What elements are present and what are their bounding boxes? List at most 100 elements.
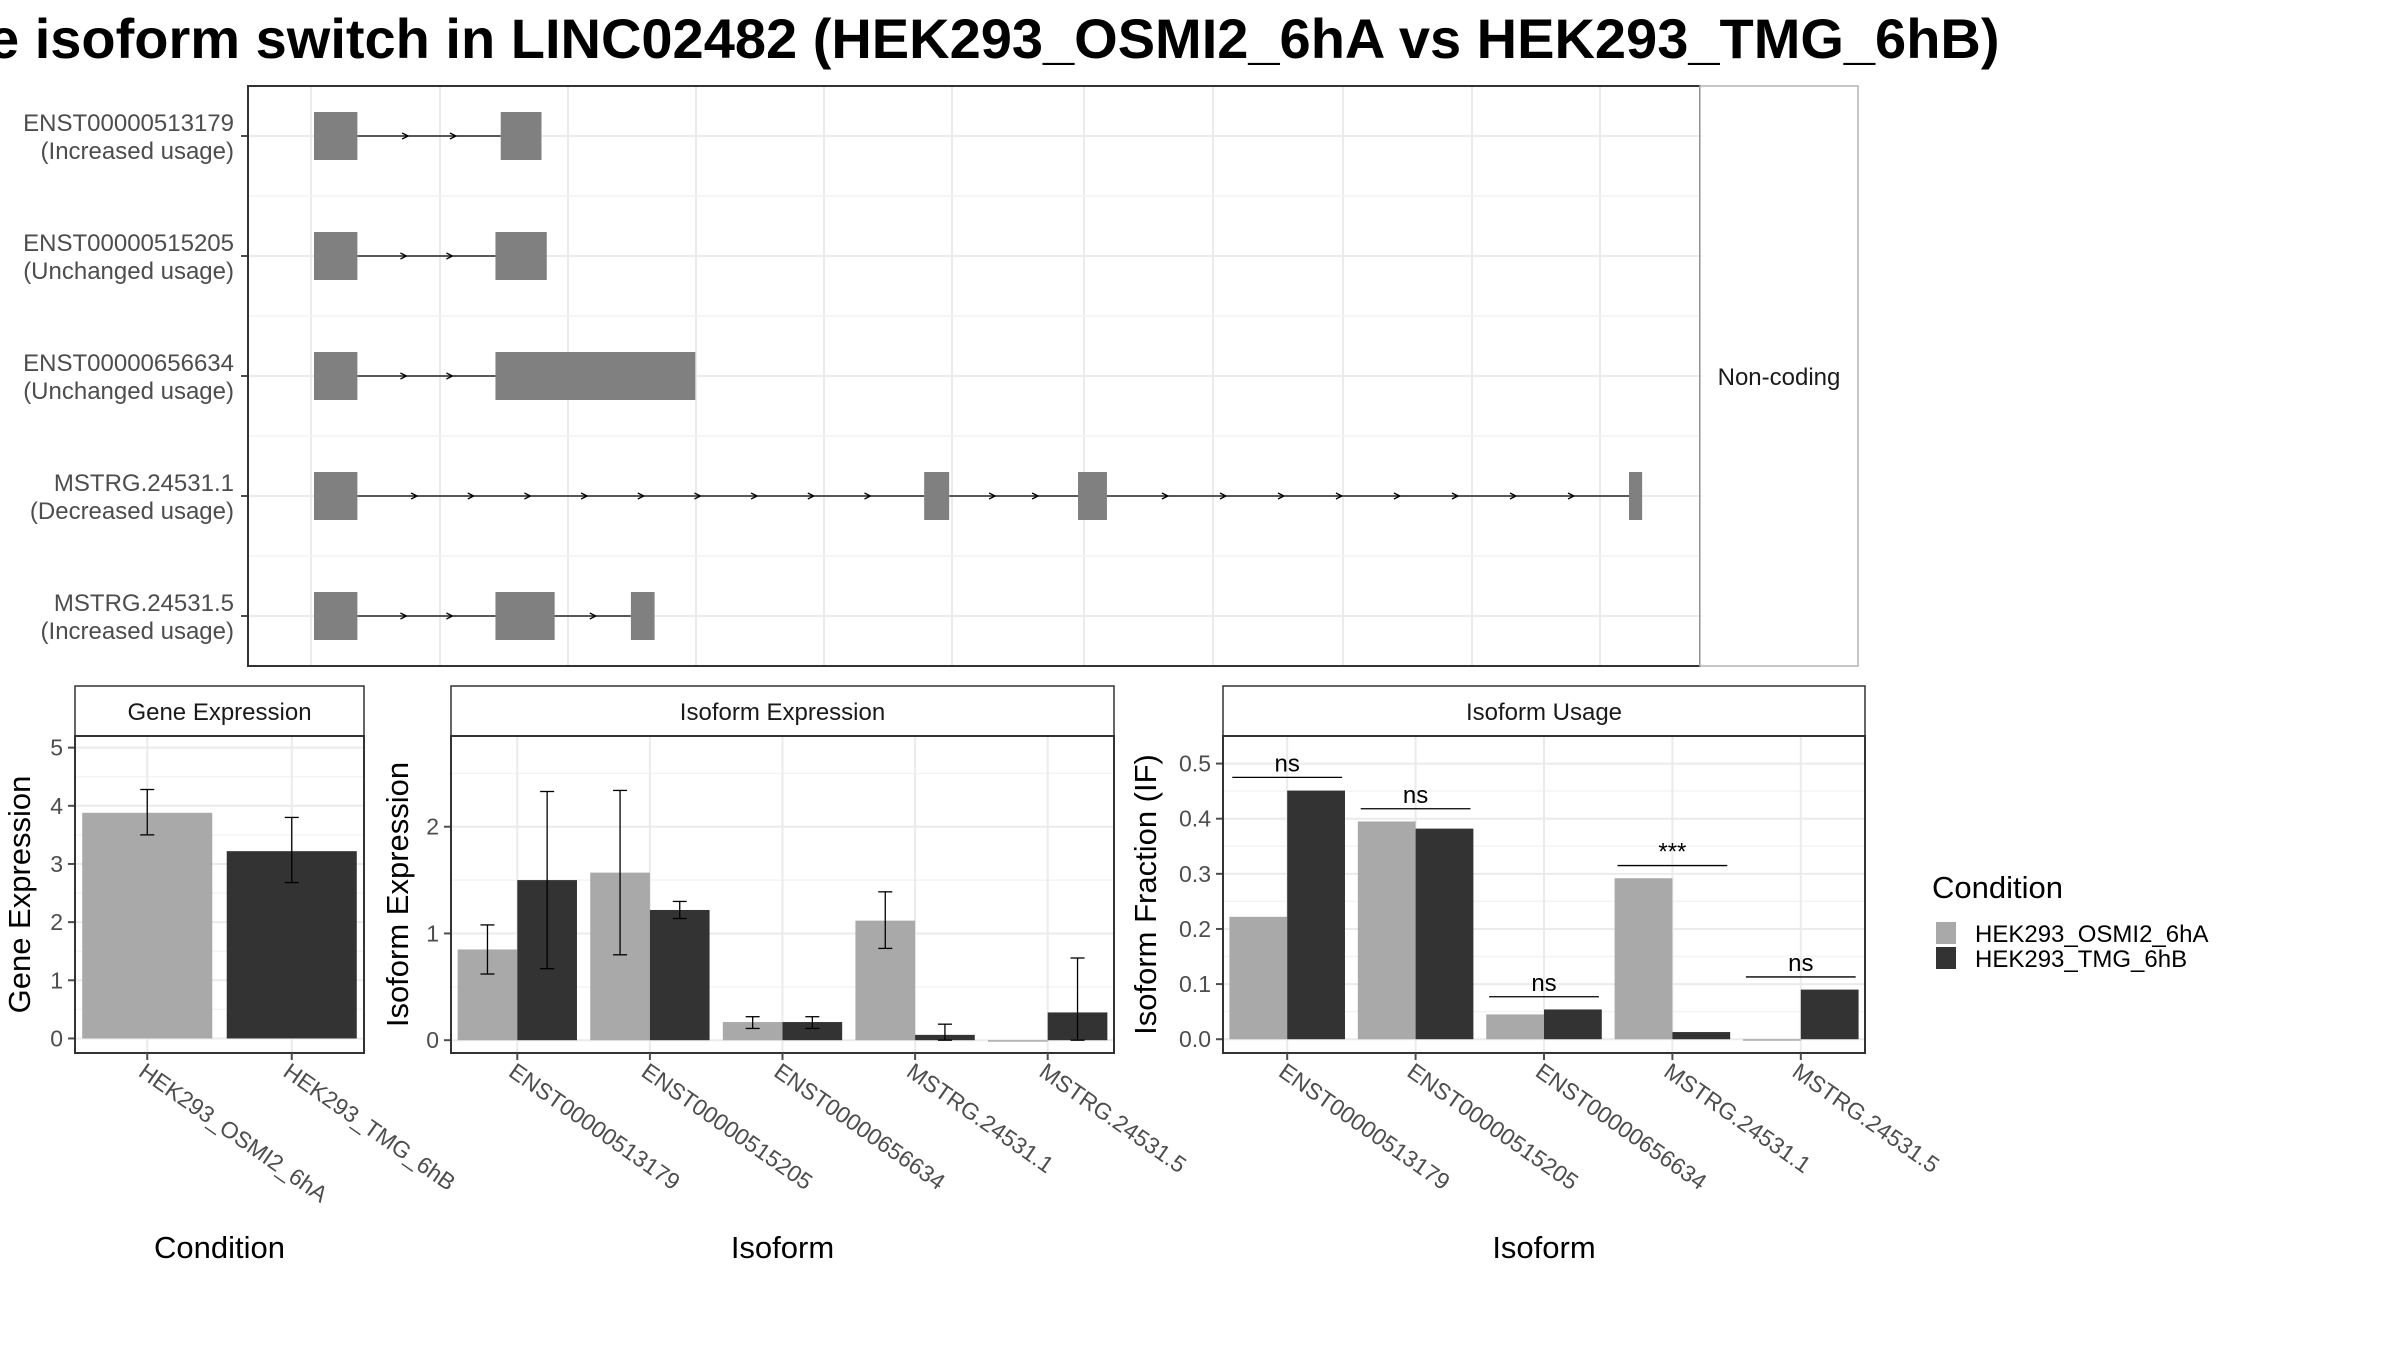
exon <box>314 232 358 280</box>
exon <box>314 112 358 160</box>
bar <box>1415 828 1474 1040</box>
intron-arrow <box>1161 492 1170 500</box>
intron-arrow <box>807 492 816 500</box>
exon <box>500 112 542 160</box>
y-tick-label: 0.3 <box>1179 861 1211 887</box>
y-tick-label: 0.1 <box>1179 971 1211 997</box>
transcript-id-label: MSTRG.24531.1 <box>54 470 234 497</box>
exon <box>314 592 358 640</box>
y-tick-label: 0 <box>50 1025 63 1051</box>
y-tick-label: 1 <box>50 967 63 993</box>
intron-arrow <box>1277 492 1286 500</box>
bar <box>1743 1039 1801 1041</box>
bar <box>1672 1032 1731 1040</box>
intron-arrow <box>1509 492 1518 500</box>
transcript-usage-label: (Unchanged usage) <box>23 258 234 285</box>
intron-arrow <box>1451 492 1460 500</box>
transcript-usage-label: (Increased usage) <box>41 618 234 645</box>
figure-title: e isoform switch in LINC02482 (HEK293_OS… <box>0 7 2000 70</box>
exon <box>495 232 547 280</box>
intron-arrow <box>449 132 458 140</box>
intron-arrow <box>446 372 454 380</box>
intron-arrow <box>400 372 408 380</box>
transcript-usage-label: (Unchanged usage) <box>23 378 234 405</box>
y-tick-label: 5 <box>50 735 63 761</box>
x-tick-label: MSTRG.24531.5 <box>1035 1058 1191 1178</box>
transcript-id-label: ENST00000513179 <box>23 110 234 137</box>
exon <box>495 352 696 400</box>
bar <box>1614 878 1673 1040</box>
intron-arrow <box>988 492 997 500</box>
legend-label: HEK293_OSMI2_6hA <box>1975 921 2208 948</box>
isoform-usage-panel: Isoform Usage 0.0 0.1 0.2 0.3 0.4 0.5 ns ns ns ***… <box>1128 685 1944 1265</box>
panel-border <box>74 735 365 1054</box>
bar <box>1544 1009 1602 1040</box>
y-tick-label: 0 <box>426 1027 439 1053</box>
intron-arrow <box>446 252 454 260</box>
y-axis-title: Isoform Fraction (IF) <box>1128 754 1163 1035</box>
exon <box>495 592 555 640</box>
bar <box>988 1040 1048 1042</box>
exon <box>314 472 358 520</box>
intron-arrow <box>1393 492 1402 500</box>
intron-arrow <box>864 492 872 500</box>
y-tick-label: 0.5 <box>1179 751 1211 777</box>
significance-label: *** <box>1658 839 1686 866</box>
structure-strip-label: Non-coding <box>1718 364 1841 391</box>
y-axis-title: Gene Expression <box>2 776 37 1014</box>
intron-arrow <box>694 492 702 500</box>
transcript-usage-label: (Increased usage) <box>41 138 234 165</box>
y-tick-label: 4 <box>50 793 63 819</box>
transcript-id-label: ENST00000656634 <box>23 350 234 377</box>
intron-arrow <box>410 492 419 500</box>
panel-strip-label: Gene Expression <box>127 699 311 726</box>
y-tick-label: 2 <box>50 909 63 935</box>
y-tick-label: 3 <box>50 851 63 877</box>
transcript-id-label: MSTRG.24531.5 <box>54 590 234 617</box>
intron-arrow <box>524 492 532 500</box>
bar <box>782 1022 843 1041</box>
x-axis-title: Isoform <box>731 1230 834 1265</box>
intron-arrow <box>1335 492 1344 500</box>
transcript-structure-panel: ENST00000513179(Increased usage)ENST0000… <box>23 85 1859 667</box>
exon <box>924 472 950 520</box>
exon <box>314 352 358 400</box>
transcript-id-label: ENST00000515205 <box>23 230 234 257</box>
intron-arrow <box>750 492 759 500</box>
significance-label: ns <box>1531 970 1556 997</box>
y-tick-label: 1 <box>426 920 439 946</box>
structure-strip <box>1699 85 1859 667</box>
bar <box>649 909 710 1041</box>
x-axis-title: Isoform <box>1492 1230 1595 1265</box>
panel-strip <box>74 685 365 737</box>
isoform-expression-panel: Isoform Expression012ENST00000513179ENST… <box>380 685 1191 1265</box>
x-axis-title: Condition <box>154 1230 285 1265</box>
panel-strip-label: Isoform Usage <box>1466 699 1622 726</box>
intron-arrow <box>637 492 646 500</box>
panel-strip-label: Isoform Expression <box>680 699 885 726</box>
y-tick-label: 0.2 <box>1179 916 1211 942</box>
intron-arrow <box>467 492 476 500</box>
significance-label: ns <box>1403 782 1428 809</box>
bar <box>1486 1014 1544 1040</box>
bar <box>82 812 213 1039</box>
bar <box>1287 790 1345 1040</box>
intron-arrow <box>400 612 408 620</box>
intron-arrow <box>589 612 598 620</box>
legend-key <box>1936 922 1956 944</box>
intron-arrow <box>446 612 454 620</box>
transcript-usage-label: (Decreased usage) <box>30 498 234 525</box>
exon <box>1078 472 1107 520</box>
legend-key <box>1936 947 1956 969</box>
exon <box>1629 472 1643 520</box>
intron-arrow <box>400 252 408 260</box>
exon <box>630 592 655 640</box>
y-tick-label: 2 <box>426 814 439 840</box>
y-tick-label: 0.4 <box>1179 806 1211 832</box>
intron-arrow <box>580 492 589 500</box>
significance-label: ns <box>1788 950 1813 977</box>
bar <box>1229 916 1288 1040</box>
legend-label: HEK293_TMG_6hB <box>1975 946 2187 973</box>
intron-arrow <box>1567 492 1576 500</box>
